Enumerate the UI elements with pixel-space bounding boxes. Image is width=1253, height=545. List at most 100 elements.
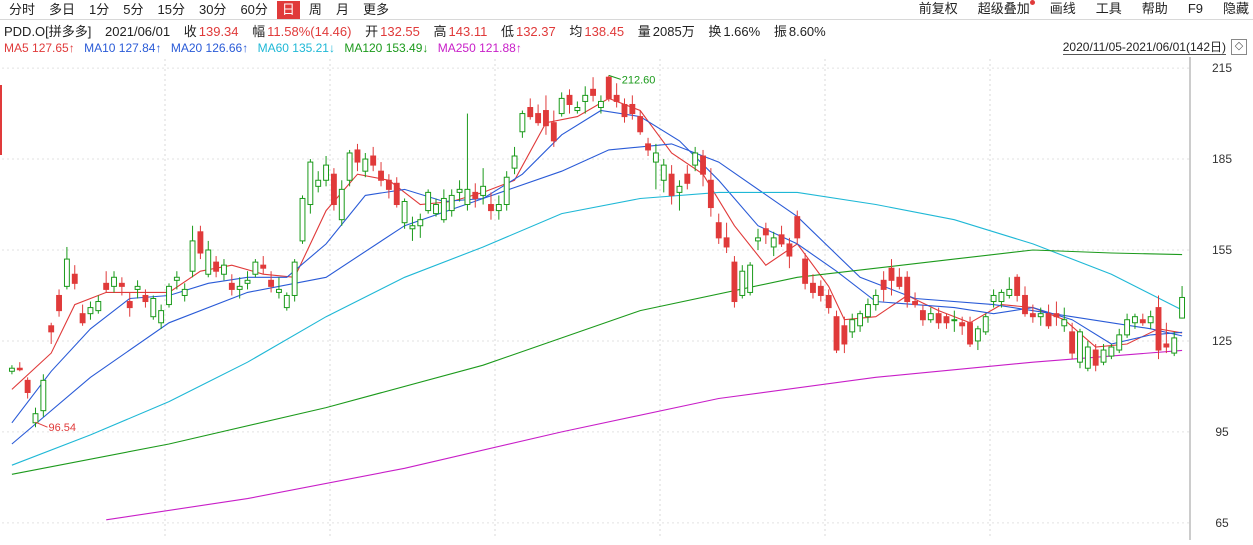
ma10-value: 127.84 [118, 41, 156, 55]
ma5-arrow: ↑ [68, 41, 75, 55]
candle-body-down [393, 182, 400, 206]
candle-body-up [676, 185, 683, 193]
candle-body-down [142, 294, 149, 303]
candle-body-up [660, 164, 667, 181]
candle-body-up [166, 285, 172, 306]
candle-body-down [197, 231, 204, 254]
candle-body-down [79, 313, 86, 324]
candle-body-down [637, 116, 644, 133]
candle-body-up [558, 97, 565, 115]
candle-body-up [1147, 316, 1154, 324]
forward-adjust-button[interactable]: 前复权 [918, 1, 958, 16]
candle-body-down [1069, 331, 1076, 354]
candle-body-up [692, 152, 699, 166]
candle-body-up [1108, 346, 1115, 357]
ma60-legend: MA60 135.21↓ [258, 41, 335, 55]
kline-chart-area[interactable]: 215 185 155 125 95 65 212.60 96.54 [0, 57, 1253, 545]
notification-dot-icon [1029, 0, 1035, 5]
candle-body-up [739, 270, 746, 296]
candle-body-down [762, 228, 769, 236]
tab-intraday[interactable]: 分时 [9, 2, 36, 17]
candle-body-down [527, 107, 534, 118]
candle-body-up [1171, 337, 1178, 354]
draw-line-button[interactable]: 画线 [1049, 1, 1076, 16]
tab-60min[interactable]: 60分 [240, 2, 268, 17]
candle-body-up [574, 107, 581, 112]
f9-button[interactable]: F9 [1187, 1, 1203, 16]
help-button[interactable]: 帮助 [1141, 1, 1168, 16]
period-tabs: 分时 多日 1分 5分 15分 30分 60分 日 周 月 更多 [4, 1, 398, 19]
tab-5min[interactable]: 5分 [123, 2, 144, 17]
candle-body-up [158, 310, 165, 324]
candle-body-up [849, 319, 856, 333]
candle-body-up [87, 307, 94, 315]
candle-body-down [943, 316, 950, 324]
ma20-name: MA20 [170, 41, 203, 55]
candle-body-up [150, 298, 157, 318]
candle-body-down [385, 179, 392, 190]
tab-30min[interactable]: 30分 [198, 2, 227, 17]
candle-body-down [1163, 343, 1170, 348]
candle-body-down [723, 237, 730, 248]
turnover-value: 1.66% [723, 24, 761, 39]
candle-body-down [912, 301, 918, 306]
candle-body-up [1124, 319, 1131, 336]
candle-body-up [974, 328, 981, 342]
super-overlay-button[interactable]: 超级叠加 [977, 0, 1035, 17]
tab-1min[interactable]: 1分 [89, 2, 110, 17]
candle-body-down [959, 322, 966, 327]
candle-body-up [998, 291, 1005, 303]
hide-button[interactable]: 隐藏 [1222, 1, 1249, 16]
candle-body-up [236, 285, 243, 290]
range-toggle-button[interactable]: ◇ [1231, 39, 1247, 55]
candle-body-up [448, 194, 455, 212]
candle-body-down [228, 282, 235, 290]
tab-daily[interactable]: 日 [276, 1, 300, 19]
candle-body-up [1077, 331, 1083, 363]
candle-body-up [189, 240, 196, 272]
ma20-legend: MA20 126.66↑ [171, 41, 248, 55]
candle-body-up [346, 152, 353, 181]
super-overlay-label: 超级叠加 [977, 1, 1030, 16]
tab-monthly[interactable]: 月 [335, 2, 349, 17]
candle-body-up [582, 94, 589, 102]
tab-15min[interactable]: 15分 [157, 2, 185, 17]
low-annotation: 96.54 [48, 422, 76, 434]
open-label: 开 [365, 24, 379, 39]
candle-body-down [71, 273, 78, 284]
ma120-legend: MA120 153.49↓ [344, 41, 428, 55]
tab-more[interactable]: 更多 [362, 2, 389, 17]
candle-body-down [118, 282, 125, 287]
candle-body-down [904, 276, 911, 303]
candle-body-down [605, 76, 612, 99]
low-price: 132.37 [515, 24, 556, 39]
tools-button[interactable]: 工具 [1095, 1, 1122, 16]
candle-body-down [715, 222, 722, 239]
tab-weekly[interactable]: 周 [308, 2, 322, 17]
candle-body-up [1006, 288, 1013, 296]
candle-body-up [1179, 296, 1186, 319]
candle-body-up [433, 204, 439, 215]
candle-body-up [323, 164, 329, 181]
candle-body-up [409, 225, 416, 230]
candle-body-down [1053, 313, 1060, 318]
ma-line-ma60 [11, 191, 1183, 466]
tab-multi-day[interactable]: 多日 [49, 2, 76, 17]
candle-body-up [205, 249, 212, 275]
y-tick-label: 185 [1212, 152, 1232, 166]
candle-body-down [213, 261, 220, 272]
kline-chart[interactable]: 215 185 155 125 95 65 212.60 96.54 [0, 57, 1253, 540]
candle-body-up [173, 276, 180, 281]
candle-body-up [291, 261, 298, 296]
volume-label: 量 [637, 24, 651, 39]
candle-body-down [645, 143, 651, 151]
candle-body-up [134, 285, 141, 290]
ma250-name: MA250 [437, 41, 476, 55]
candle-body-down [543, 110, 549, 127]
candle-body-up [1037, 313, 1044, 318]
open-price: 132.55 [380, 24, 420, 39]
candle-body-up [401, 200, 408, 224]
amplitude-label: 振 [773, 24, 787, 39]
candle-body-down [488, 204, 494, 212]
date-range-label[interactable]: 2020/11/05-2021/06/01(142日) [1062, 40, 1226, 55]
